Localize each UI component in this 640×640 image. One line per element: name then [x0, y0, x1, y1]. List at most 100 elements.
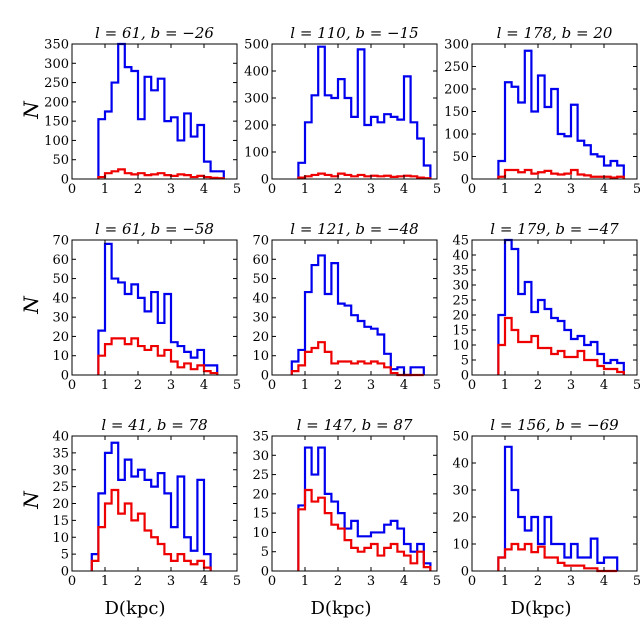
x-tick-label: 1 — [501, 378, 509, 393]
y-tick-label: 10 — [52, 349, 69, 364]
x-tick-label: 2 — [334, 574, 342, 589]
y-tick-label: 0 — [61, 369, 69, 384]
panel-3: 0 50 100 150 200 250 300 0 1 2 3 4 5 l = 178, b = 20 — [444, 24, 640, 197]
y-tick-label: 10 — [252, 526, 269, 541]
y-tick-label: 300 — [444, 38, 469, 53]
panel-4: 0 10 20 30 40 50 60 70 0 1 2 3 4 5 l = 61, b = −58 — [52, 220, 241, 393]
panel-9: 0 10 20 30 40 50 0 1 2 3 4 5 l = 156, b = −69 — [452, 416, 640, 589]
x-tick-label: 4 — [200, 182, 208, 197]
axes-frame-6 — [471, 239, 638, 376]
panel-title-4: l = 61, b = −58 — [95, 220, 214, 238]
x-tick-label: 3 — [567, 378, 575, 393]
y-tick-label: 300 — [44, 57, 69, 72]
y-tick-label: 50 — [452, 430, 469, 445]
panel-2: 0 100 200 300 400 500 0 1 2 3 4 5 l = 110, b = −15 — [244, 24, 441, 197]
x-tick-label: 3 — [567, 574, 575, 589]
y-tick-label: 15 — [452, 324, 469, 339]
y-tick-label: 40 — [52, 430, 69, 445]
y-tick-label: 30 — [52, 311, 69, 326]
y-tick-label: 0 — [461, 369, 469, 384]
x-tick-label: 1 — [101, 378, 109, 393]
y-tick-label: 20 — [52, 330, 69, 345]
y-tick-label: 0 — [461, 565, 469, 580]
x-tick-label: 5 — [233, 574, 241, 589]
y-tick-label: 20 — [252, 330, 269, 345]
panel-title-5: l = 121, b = −48 — [290, 220, 418, 238]
x-tick-label: 3 — [367, 182, 375, 197]
x-tick-label: 1 — [501, 182, 509, 197]
x-tick-label: 4 — [600, 574, 608, 589]
y-tick-label: 50 — [52, 153, 69, 168]
y-tick-label: 10 — [252, 349, 269, 364]
axes-frame-5 — [271, 239, 438, 376]
y-tick-label: 10 — [52, 531, 69, 546]
y-tick-label: 5 — [461, 354, 469, 369]
y-tick-label: 0 — [461, 173, 469, 188]
y-tick-label: 35 — [452, 264, 469, 279]
x-tick-label: 3 — [567, 182, 575, 197]
y-tick-label: 30 — [452, 279, 469, 294]
x-tick-label: 2 — [534, 378, 542, 393]
y-axis-label-row-1: N — [19, 100, 43, 120]
x-axis-label-col-2: D(kpc) — [311, 598, 372, 619]
x-tick-label: 1 — [301, 182, 309, 197]
x-tick-label: 5 — [433, 378, 441, 393]
y-tick-label: 15 — [252, 507, 269, 522]
panel-title-1: l = 61, b = −26 — [95, 24, 214, 42]
y-tick-label: 25 — [52, 480, 69, 495]
y-tick-label: 30 — [52, 463, 69, 478]
x-tick-label: 0 — [68, 574, 76, 589]
y-tick-label: 10 — [452, 538, 469, 553]
y-tick-label: 50 — [452, 150, 469, 165]
y-axis-label-row-2: N — [19, 295, 43, 315]
series-blue-7 — [90, 441, 212, 571]
series-blue-6 — [497, 238, 625, 375]
y-tick-label: 200 — [244, 119, 269, 134]
y-tick-label: 35 — [252, 430, 269, 445]
x-tick-label: 5 — [433, 182, 441, 197]
axes-frame-4 — [71, 239, 238, 376]
x-tick-label: 4 — [600, 182, 608, 197]
panel-title-6: l = 179, b = −47 — [490, 220, 619, 238]
y-tick-label: 45 — [452, 234, 469, 249]
x-tick-label: 4 — [200, 378, 208, 393]
series-red-7 — [90, 488, 212, 571]
y-tick-label: 70 — [252, 234, 269, 249]
y-tick-label: 20 — [452, 309, 469, 324]
x-tick-label: 1 — [301, 574, 309, 589]
x-tick-label: 5 — [633, 378, 640, 393]
panel-title-3: l = 178, b = 20 — [497, 24, 613, 42]
x-tick-label: 0 — [68, 182, 76, 197]
x-tick-label: 3 — [367, 574, 375, 589]
x-tick-label: 4 — [400, 182, 408, 197]
y-tick-label: 30 — [452, 484, 469, 499]
x-tick-label: 2 — [134, 574, 142, 589]
x-tick-label: 2 — [534, 574, 542, 589]
x-tick-label: 2 — [334, 378, 342, 393]
y-tick-label: 40 — [452, 249, 469, 264]
panel-title-7: l = 41, b = 78 — [101, 416, 207, 434]
y-tick-label: 30 — [252, 311, 269, 326]
axes-frame-9 — [471, 435, 638, 572]
y-tick-label: 10 — [452, 339, 469, 354]
y-tick-label: 25 — [452, 294, 469, 309]
y-tick-label: 20 — [452, 511, 469, 526]
x-axis-label-col-3: D(kpc) — [511, 598, 572, 619]
y-tick-label: 60 — [52, 253, 69, 268]
y-tick-label: 25 — [252, 468, 269, 483]
panel-title-8: l = 147, b = 87 — [297, 416, 413, 434]
x-tick-label: 3 — [167, 574, 175, 589]
series-red-6 — [497, 316, 625, 375]
y-tick-label: 30 — [252, 449, 269, 464]
panel-title-9: l = 156, b = −69 — [490, 416, 619, 434]
series-red-8 — [297, 488, 432, 571]
y-tick-label: 100 — [44, 134, 69, 149]
x-tick-label: 0 — [468, 182, 476, 197]
x-tick-label: 4 — [600, 378, 608, 393]
series-red-2 — [297, 172, 432, 180]
y-tick-label: 350 — [44, 38, 69, 53]
x-tick-label: 1 — [501, 574, 509, 589]
x-tick-label: 2 — [134, 182, 142, 197]
y-tick-label: 300 — [244, 92, 269, 107]
